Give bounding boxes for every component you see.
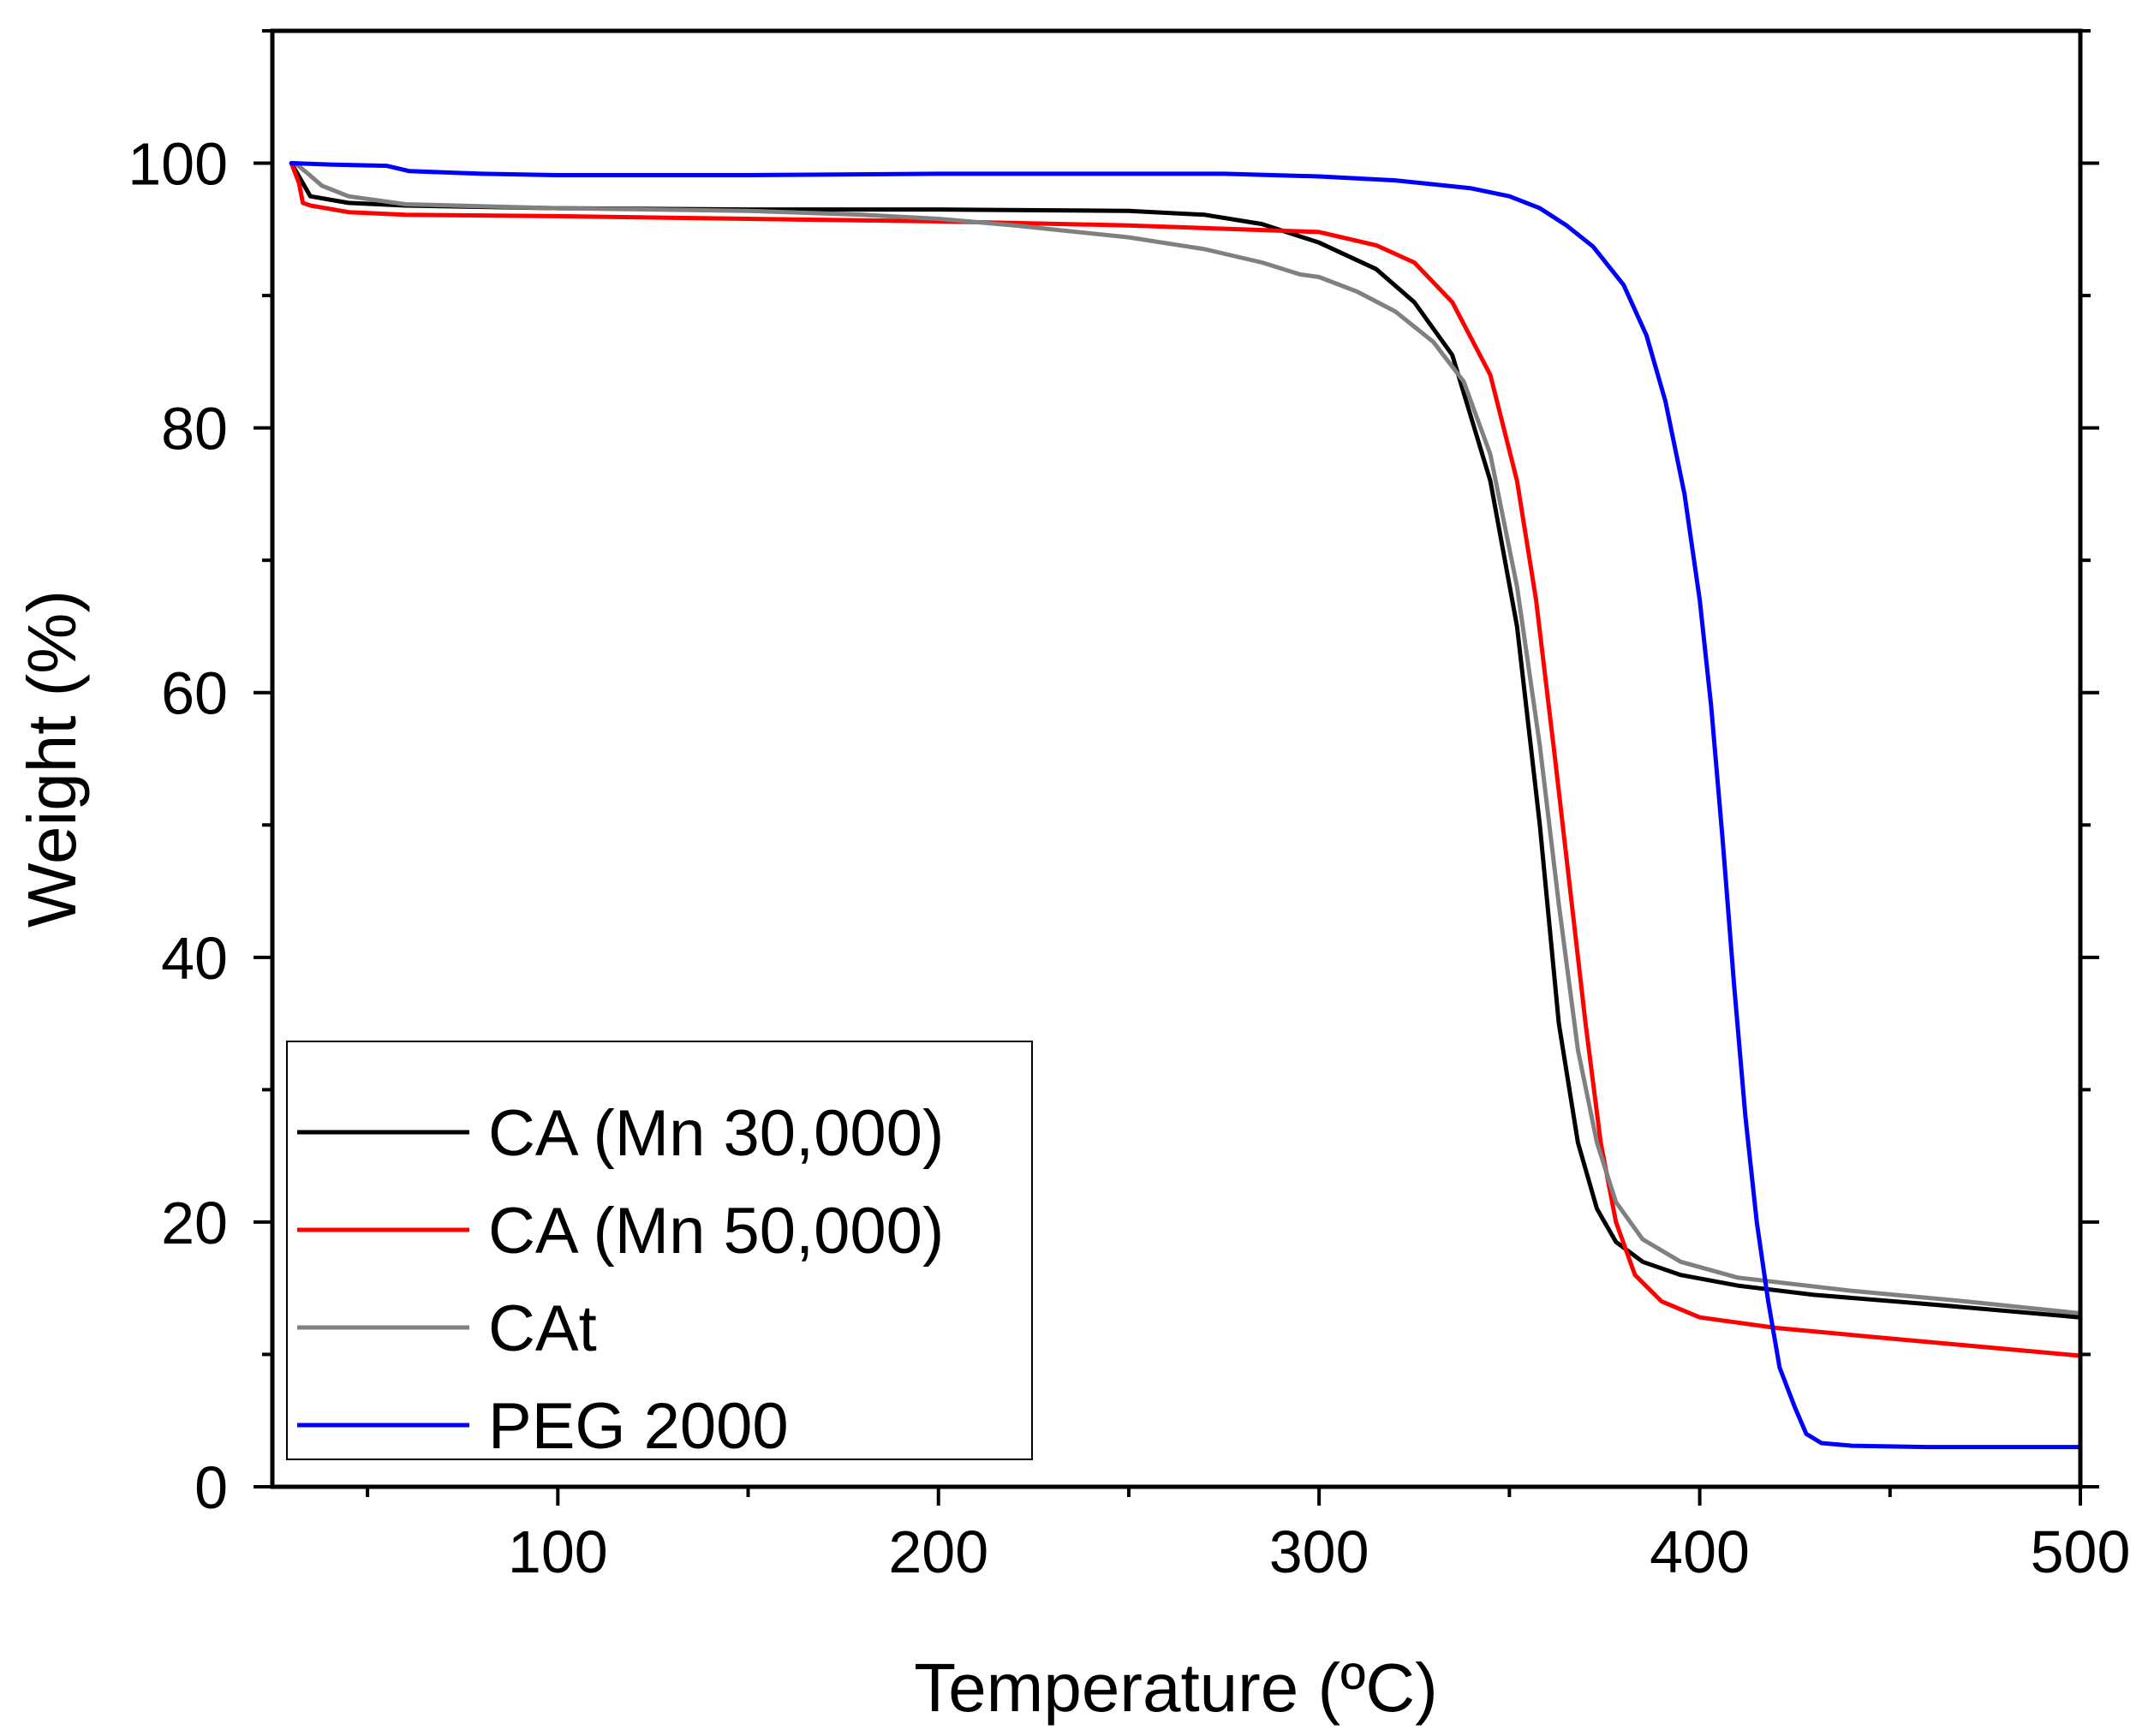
legend-entries: CA (Mn 30,000) CA (Mn 50,000) CAt PEG 2000 xyxy=(297,1097,944,1463)
legend-label-3: CAt xyxy=(488,1292,597,1365)
legend-label-2: CA (Mn 50,000) xyxy=(488,1195,944,1268)
series-line-2 xyxy=(289,161,2083,1358)
x-tick-label: 200 xyxy=(888,1518,988,1585)
legend-label-4: PEG 2000 xyxy=(488,1390,789,1463)
series-line-3 xyxy=(293,161,2083,1315)
legend-box xyxy=(286,1041,1033,1460)
y-axis-label: Weight (%) xyxy=(14,590,90,928)
x-axis-label: Temperature (ºC) xyxy=(914,1649,1438,1726)
plot-frame xyxy=(270,28,2083,1489)
x-tick-label: 300 xyxy=(1269,1518,1369,1585)
legend: CA (Mn 30,000) CA (Mn 50,000) CAt PEG 2000 xyxy=(286,1041,1033,1463)
axis-tick-labels: 100 200 300 400 500 0 20 40 60 80 100 xyxy=(128,131,2130,1585)
x-tick-label: 400 xyxy=(1650,1518,1750,1585)
series-line-4 xyxy=(289,161,2083,1450)
legend-label-1: CA (Mn 30,000) xyxy=(488,1097,944,1170)
axis-ticks xyxy=(254,29,2099,1506)
x-tick-label: 100 xyxy=(508,1518,608,1585)
y-tick-label: 100 xyxy=(128,131,228,198)
y-tick-label: 20 xyxy=(161,1190,228,1256)
plot-curves xyxy=(289,161,2083,1450)
y-tick-label: 40 xyxy=(161,925,228,992)
y-tick-label: 0 xyxy=(194,1454,228,1521)
y-tick-label: 80 xyxy=(161,396,228,462)
y-tick-label: 60 xyxy=(161,660,228,727)
x-tick-label: 500 xyxy=(2031,1518,2131,1585)
